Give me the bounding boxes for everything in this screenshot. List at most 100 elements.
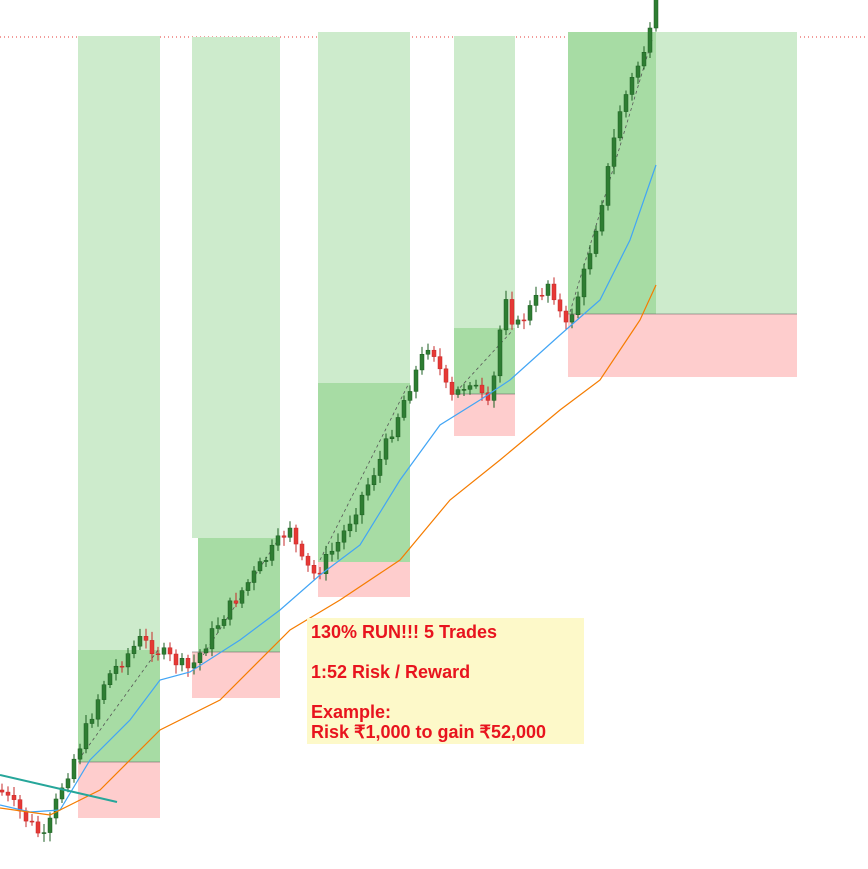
candle-body [563, 310, 569, 323]
annotation-box: 130% RUN!!! 5 Trades 1:52 Risk / Reward … [307, 618, 584, 744]
candle-body [539, 294, 545, 297]
candle-body [305, 555, 311, 566]
candle-body [623, 94, 629, 112]
candle-body [101, 684, 107, 700]
candle-body [575, 296, 581, 315]
candle-body [83, 723, 89, 750]
candle-body [311, 565, 317, 574]
candle-body [137, 636, 143, 647]
trade-zone-2 [192, 37, 280, 698]
candle-body [239, 590, 245, 604]
candle-body [77, 748, 83, 760]
example-text: Risk ₹1,000 to gain ₹52,000 [311, 722, 547, 742]
moving-average-slow [0, 284, 657, 816]
candle-body [149, 640, 155, 655]
candle-body [617, 111, 623, 139]
trade-zone-1 [78, 36, 160, 818]
candle-body [599, 205, 605, 232]
candle-body [185, 658, 191, 669]
trendline [0, 774, 118, 803]
candle-body [569, 314, 575, 323]
candle-body [257, 561, 263, 572]
candle-body [293, 527, 299, 545]
candle-body [449, 381, 455, 395]
candle-body [491, 375, 497, 401]
candle-body [209, 628, 215, 650]
candle-body [443, 368, 449, 383]
candle-body [605, 166, 611, 206]
candle-body [593, 230, 599, 254]
candle-body [29, 820, 35, 823]
candle-body [413, 369, 419, 392]
candle-body [23, 810, 29, 822]
candle-body [341, 530, 347, 543]
candle-body [647, 27, 653, 53]
candle-body [203, 648, 209, 654]
trade-zone-4 [454, 36, 515, 436]
candle-body [527, 305, 533, 321]
candle-body [401, 400, 407, 418]
candle-body [41, 832, 47, 834]
candle-body [245, 582, 251, 591]
candle-body [323, 554, 329, 574]
candle-body [53, 798, 59, 819]
candle-body [221, 619, 227, 626]
candle-body [287, 527, 293, 538]
candle-body [173, 653, 179, 666]
candle-body [269, 544, 275, 561]
candle-body [353, 514, 359, 525]
candle-body [347, 523, 353, 532]
candle-body [5, 791, 11, 796]
candle-body [515, 319, 521, 325]
candle-body [95, 699, 101, 720]
candle-body [71, 758, 77, 780]
candle-body [167, 647, 173, 655]
candle-body [431, 349, 437, 357]
candle-body [611, 137, 617, 167]
candle-body [47, 817, 53, 833]
candle-body [227, 600, 233, 620]
candle-body [329, 550, 335, 555]
candle-body [197, 652, 203, 663]
candle-body [155, 653, 161, 656]
trade-paths [81, 39, 653, 756]
candle-body [251, 570, 257, 583]
example-label: Example: [311, 702, 392, 722]
candle-body [59, 787, 65, 800]
candle-body [557, 299, 563, 312]
candle-body [377, 458, 383, 476]
candle-body [131, 645, 137, 654]
candle-body [551, 283, 557, 301]
candle-body [161, 647, 167, 655]
candle-body [641, 52, 647, 67]
candle-body [473, 384, 479, 387]
candle-body [629, 77, 635, 95]
candle-body [383, 438, 389, 460]
candle-body [275, 535, 281, 546]
candle-body [65, 778, 71, 789]
candle-body [461, 389, 467, 391]
candle-body [11, 795, 17, 800]
candle-body [35, 821, 41, 834]
candle-body [0, 789, 5, 793]
candle-body [371, 475, 377, 486]
candle-body [503, 299, 509, 331]
candle-body [215, 625, 221, 629]
candle-body [113, 665, 119, 674]
candle-body [407, 391, 413, 401]
candle-body [497, 329, 503, 377]
ratio: 1:52 Risk / Reward [311, 662, 471, 682]
candle-body [179, 658, 185, 666]
candle-body [467, 385, 473, 390]
candle-body [89, 718, 95, 724]
candle-body [419, 354, 425, 371]
candle-body [107, 673, 113, 685]
candle-body [335, 541, 341, 552]
candles [0, 0, 659, 842]
candle-body [581, 268, 587, 298]
candle-body [281, 535, 287, 538]
candle-body [521, 319, 527, 322]
candle-body [359, 494, 365, 516]
